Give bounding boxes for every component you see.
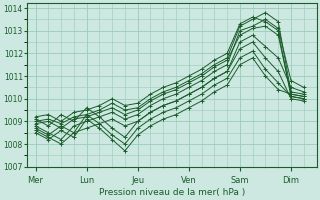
- X-axis label: Pression niveau de la mer( hPa ): Pression niveau de la mer( hPa ): [99, 188, 245, 197]
